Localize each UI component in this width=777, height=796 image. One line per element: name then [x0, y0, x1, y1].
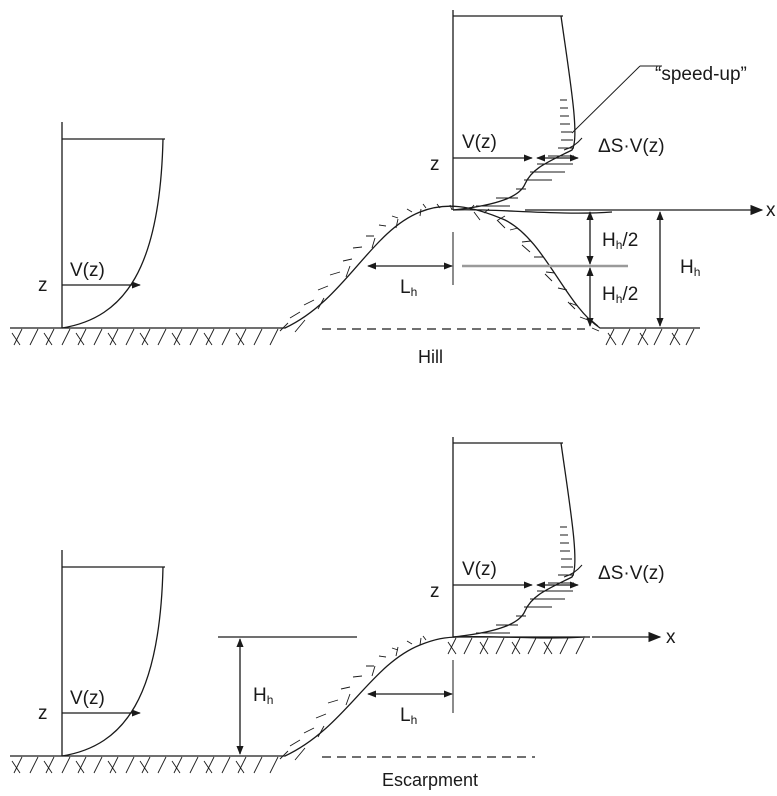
hill-half-height-upper-label: Hh/2 [602, 230, 638, 252]
escarpment-ground-line [10, 636, 590, 757]
hill-speedup-callout: “speed-up” [571, 64, 747, 134]
hill-half-height-lower-label: Hh/2 [602, 284, 638, 306]
hill-height-label: Hh [680, 257, 700, 279]
escarpment-height-dimension: Hh [236, 638, 273, 755]
escarpment-approach-z-label: z [38, 703, 48, 724]
hill-ground-hatching [11, 203, 695, 346]
escarpment-delta-label: ΔS·V(z) [598, 563, 665, 584]
hill-half-length-dimension: Lh [367, 232, 454, 299]
speedup-label: “speed-up” [655, 64, 747, 85]
escarpment-caption: Escarpment [382, 770, 478, 790]
escarpment-crest-profile: z V(z) ΔS·V(z) [430, 437, 665, 639]
hill-delta-label: ΔS·V(z) [598, 136, 665, 157]
hill-x-label: x [766, 200, 776, 221]
hill-half-height-dimensions: Hh/2 Hh/2 [586, 211, 638, 327]
hill-crest-v-label: V(z) [462, 132, 497, 153]
hill-caption: Hill [418, 347, 443, 367]
escarpment-half-length-label: Lh [400, 705, 417, 727]
escarpment-approach-v-label: V(z) [70, 688, 105, 709]
escarpment-height-label: Hh [253, 685, 273, 707]
escarpment-x-label: x [666, 627, 676, 648]
hill-approach-profile: z V(z) [38, 122, 165, 329]
escarpment-crest-v-label: V(z) [462, 559, 497, 580]
hill-diagram: z V(z) z V(z) ΔS·V(z) “speed-up” x [10, 10, 776, 367]
hill-approach-v-label: V(z) [70, 260, 105, 281]
escarpment-diagram: z V(z) z V(z) ΔS·V(z) x Hh [10, 437, 676, 790]
escarpment-crest-z-label: z [430, 581, 440, 602]
hill-crest-z-label: z [430, 154, 440, 175]
escarpment-approach-profile: z V(z) [38, 550, 165, 757]
hill-ground-line [10, 205, 700, 329]
hill-half-length-label: Lh [400, 277, 417, 299]
hill-crest-profile: z V(z) ΔS·V(z) [430, 10, 665, 214]
hill-approach-z-label: z [38, 275, 48, 296]
hill-height-dimension: Hh [656, 211, 700, 327]
escarpment-half-length-dimension: Lh [367, 660, 454, 727]
escarpment-ground-hatching [11, 635, 585, 774]
